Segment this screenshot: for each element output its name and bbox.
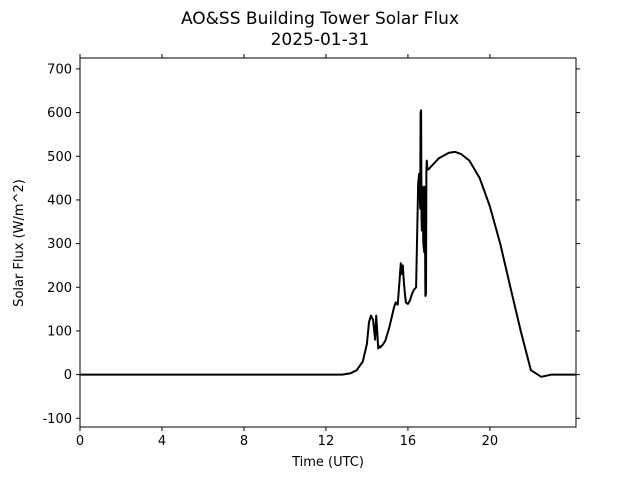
y-tick-label: 400	[47, 193, 72, 208]
x-tick-label: 0	[76, 434, 84, 449]
y-tick-label: 100	[47, 324, 72, 339]
chart-title: AO&SS Building Tower Solar Flux	[181, 9, 459, 29]
x-axis-label: Time (UTC)	[291, 455, 364, 470]
y-tick-label: 300	[47, 237, 72, 252]
chart-subtitle: 2025-01-31	[271, 30, 370, 50]
x-tick-label: 16	[400, 434, 417, 449]
x-tick-label: 12	[318, 434, 335, 449]
y-tick-label: 0	[64, 368, 72, 383]
solar-flux-series-line	[79, 109, 577, 378]
y-tick-label: 600	[47, 106, 72, 121]
x-tick-label: 20	[482, 434, 499, 449]
x-tick-label: 4	[158, 434, 166, 449]
x-axis-ticks: 0 4 8 12 16 20	[76, 54, 498, 449]
y-tick-label: 500	[47, 150, 72, 165]
y-tick-label: 200	[47, 281, 72, 296]
x-tick-label: 8	[240, 434, 248, 449]
y-tick-label: 700	[47, 62, 72, 77]
y-axis-label: Solar Flux (W/m^2)	[12, 179, 27, 307]
plot-frame	[79, 57, 577, 428]
y-axis-ticks: -100 0 100 200 300 400 500 600 700	[42, 62, 580, 427]
y-tick-label: -100	[42, 412, 72, 427]
